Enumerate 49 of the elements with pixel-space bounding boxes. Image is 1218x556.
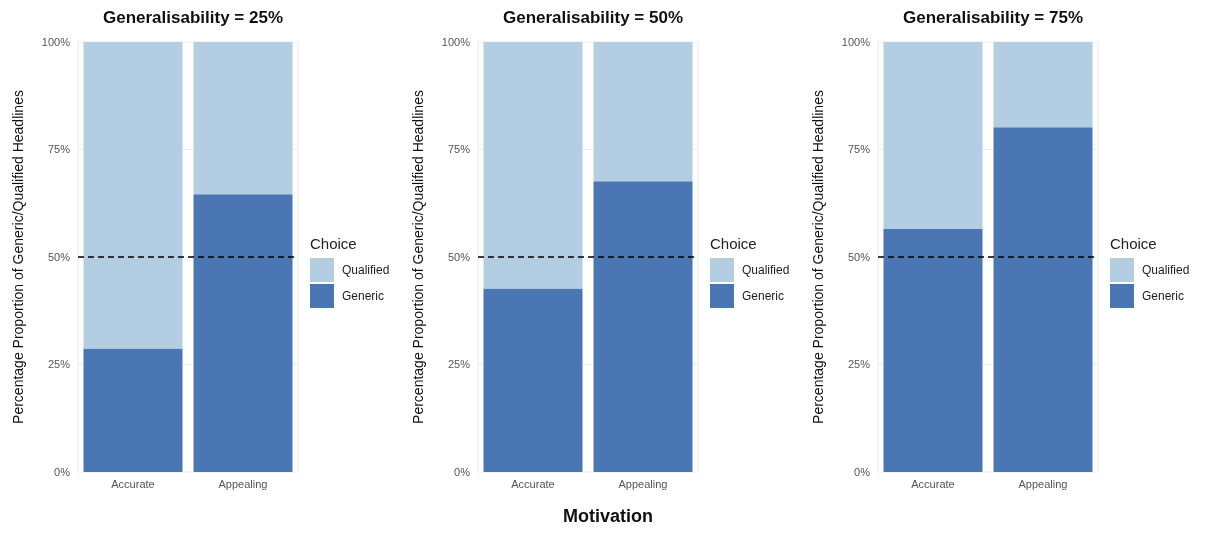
bar xyxy=(883,229,983,472)
y-tick-label: 75% xyxy=(847,143,871,156)
y-tick-label: 0% xyxy=(454,465,471,478)
y-tick-label: 50% xyxy=(47,250,71,263)
legend-label: Qualified xyxy=(342,262,390,277)
x-tick-label: Accurate xyxy=(111,477,155,490)
y-tick-label: 100% xyxy=(841,35,871,48)
bar xyxy=(483,42,583,289)
y-tick-label: 75% xyxy=(47,143,71,156)
chart-title: Generalisability = 75% xyxy=(902,8,1084,29)
legend-label: Generic xyxy=(342,288,385,303)
y-axis-title: Percentage Proportion of Generic/Qualified Headlines xyxy=(9,90,26,424)
bar xyxy=(83,348,183,472)
bar xyxy=(593,42,693,182)
y-axis-title: Percentage Proportion of Generic/Qualified Headlines xyxy=(409,90,426,424)
y-tick-label: 100% xyxy=(441,35,471,48)
chart-title: Generalisability = 50% xyxy=(502,8,684,29)
y-tick-label: 0% xyxy=(54,465,71,478)
y-tick-label: 50% xyxy=(847,250,871,263)
y-tick-label: 0% xyxy=(854,465,871,478)
y-tick-label: 25% xyxy=(47,358,71,371)
chart-title: Generalisability = 25% xyxy=(102,8,284,29)
legend-label: Qualified xyxy=(1142,262,1190,277)
bar xyxy=(483,288,583,472)
bar xyxy=(83,42,183,349)
legend-label: Generic xyxy=(742,288,785,303)
y-tick-label: 25% xyxy=(447,358,471,371)
bar xyxy=(993,127,1093,472)
y-tick-label: 75% xyxy=(447,143,471,156)
legend-label: Generic xyxy=(1142,288,1185,303)
y-tick-label: 100% xyxy=(41,35,71,48)
legend-title: Choice xyxy=(310,234,358,252)
legend-label: Qualified xyxy=(742,262,790,277)
x-tick-label: Appealing xyxy=(1018,477,1068,490)
y-tick-label: 25% xyxy=(847,358,871,371)
bar xyxy=(193,42,293,195)
bar xyxy=(883,42,983,230)
x-axis-title: Motivation xyxy=(562,506,654,527)
legend-title: Choice xyxy=(1110,234,1158,252)
bar xyxy=(593,181,693,472)
x-tick-label: Appealing xyxy=(218,477,268,490)
bar xyxy=(193,194,293,472)
y-tick-label: 50% xyxy=(447,250,471,263)
bar xyxy=(993,42,1093,128)
x-tick-label: Accurate xyxy=(911,477,955,490)
x-tick-label: Appealing xyxy=(618,477,668,490)
legend-title: Choice xyxy=(710,234,758,252)
x-tick-label: Accurate xyxy=(511,477,555,490)
y-axis-title: Percentage Proportion of Generic/Qualified Headlines xyxy=(809,90,826,424)
